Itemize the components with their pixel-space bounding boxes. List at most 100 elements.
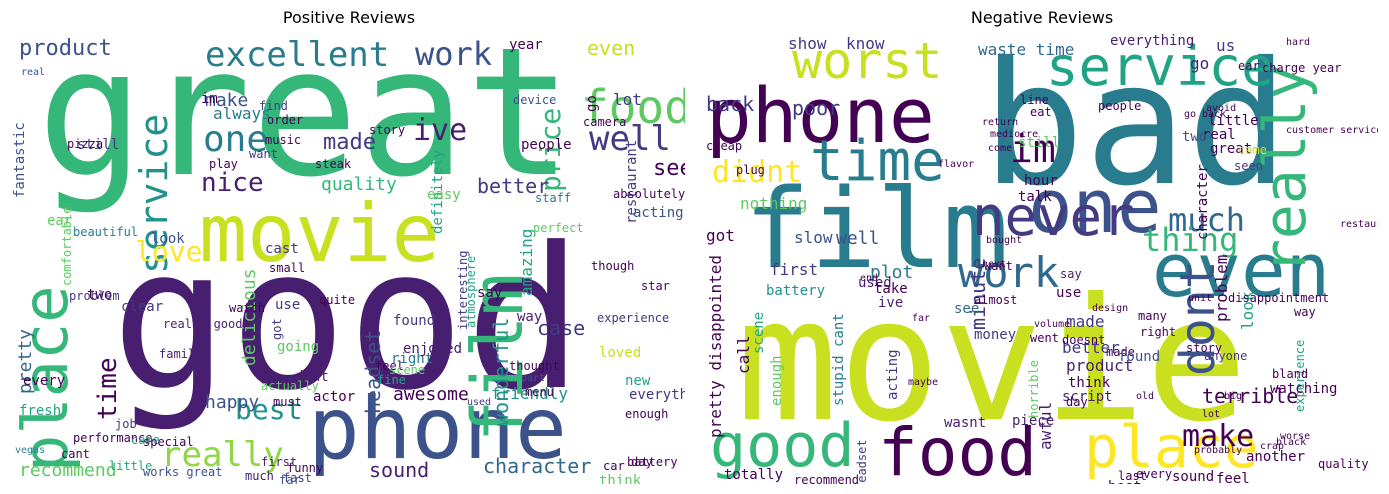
cloud-word: know — [846, 34, 885, 53]
cloud-word: recommend — [19, 460, 117, 481]
cloud-word: anyone — [1204, 349, 1248, 363]
cloud-word: easy — [427, 187, 461, 203]
cloud-word: day — [1066, 395, 1088, 409]
cloud-word: nothing — [740, 194, 808, 213]
cloud-word: thought — [509, 359, 560, 373]
cloud-word: funny — [287, 461, 324, 475]
negative-word-cloud: bad movie phone film worst service one t… — [706, 34, 1378, 484]
cloud-word: cheap — [706, 139, 743, 153]
cloud-word: wonderful — [489, 317, 513, 426]
cloud-word: think — [1068, 375, 1111, 391]
cloud-word: use — [275, 297, 301, 313]
cloud-word: time — [93, 357, 123, 420]
cloud-word: really good — [163, 317, 243, 331]
cloud-word: enjoyed — [403, 341, 463, 357]
cloud-word: feel — [375, 359, 404, 373]
cloud-word: always — [213, 104, 271, 123]
cloud-word: wasnt — [944, 415, 987, 431]
cloud-word: call — [734, 335, 753, 374]
cloud-word: enough — [769, 355, 785, 406]
cloud-word: sound — [369, 458, 430, 482]
cloud-word: im — [201, 91, 218, 107]
cloud-word: crap — [1260, 441, 1285, 452]
cloud-word: acting — [885, 349, 901, 400]
cloud-word: never — [972, 185, 1135, 248]
cloud-word: restaurant — [1340, 219, 1378, 230]
cloud-word: everything — [1110, 34, 1195, 49]
cloud-word: really — [161, 435, 284, 475]
cloud-word: enough — [625, 407, 669, 421]
cloud-word: going — [277, 339, 320, 355]
cloud-word: big — [1224, 391, 1243, 402]
cloud-word: atmosphere — [464, 255, 478, 328]
cloud-word: vegas — [15, 445, 46, 456]
cloud-word: good — [111, 206, 584, 434]
cloud-word: problem — [1212, 254, 1231, 322]
cloud-word: work — [958, 248, 1060, 297]
cloud-word: take — [874, 281, 908, 297]
cloud-word: delicious — [239, 268, 260, 366]
cloud-word: phone — [706, 71, 935, 160]
cloud-word: people — [521, 137, 572, 153]
cloud-word: cant — [61, 447, 90, 461]
cloud-word: happy — [205, 392, 260, 413]
cloud-word: scene — [389, 363, 426, 377]
cloud-word: special — [143, 435, 194, 449]
cloud-word: phone — [308, 379, 567, 479]
cloud-word: much — [245, 469, 274, 483]
cloud-word: best — [1108, 480, 1142, 484]
cloud-word: film — [744, 165, 1009, 293]
cloud-word: customer service — [1286, 125, 1378, 136]
cloud-word: im — [1010, 127, 1056, 171]
cloud-word: product — [1066, 356, 1134, 375]
cloud-word: play — [209, 157, 238, 171]
cloud-word: hour — [1024, 173, 1058, 189]
cloud-word: even — [587, 36, 636, 60]
cloud-word: order — [267, 113, 304, 127]
cloud-word: works great — [143, 465, 223, 479]
cloud-word: camera — [583, 115, 627, 129]
cloud-word: bad — [982, 34, 1290, 224]
cloud-word: way — [517, 309, 543, 325]
cloud-word: make — [205, 90, 249, 111]
cloud-word: lot — [613, 90, 642, 109]
cloud-word: design — [1092, 303, 1129, 314]
cloud-word: show — [788, 34, 827, 53]
cloud-word: got — [706, 226, 735, 245]
cloud-word: car — [603, 459, 625, 473]
cloud-word: fresh — [19, 403, 62, 419]
cloud-word: used — [467, 397, 492, 408]
cloud-word: quite — [319, 293, 356, 307]
cloud-word: food — [581, 80, 685, 134]
cloud-word: volume — [1034, 319, 1071, 330]
cloud-word: problem — [69, 289, 120, 303]
cloud-word: still — [77, 137, 120, 153]
cloud-word: doesnt — [1062, 333, 1106, 347]
cloud-word: little — [109, 459, 153, 473]
cloud-word: want — [249, 147, 278, 161]
cloud-word: use — [1056, 285, 1082, 301]
cloud-word: sound — [1172, 469, 1215, 484]
cloud-word: friendly — [491, 384, 569, 403]
cloud-word: see — [653, 156, 685, 181]
cloud-word: eat — [1030, 105, 1052, 119]
cloud-word: quality — [1318, 457, 1369, 471]
cloud-word: though — [591, 259, 635, 273]
cloud-word: ive — [878, 295, 904, 311]
cloud-word: lot — [1202, 409, 1221, 420]
cloud-word: line — [1020, 93, 1049, 107]
cloud-word: battery — [766, 283, 826, 299]
cloud-word: two — [87, 287, 113, 303]
cloud-word: far — [912, 313, 931, 324]
cloud-word: script — [1062, 389, 1113, 405]
cloud-word: quality — [321, 174, 397, 195]
cloud-word: made — [1106, 345, 1135, 359]
cloud-word: character — [483, 454, 592, 478]
cloud-word: many — [1138, 309, 1167, 323]
cloud-word: want — [984, 259, 1013, 273]
cloud-word: old — [1136, 391, 1155, 402]
cloud-word: got — [270, 318, 284, 340]
cloud-word: well — [836, 228, 880, 249]
cloud-word: maybe — [908, 377, 939, 388]
positive-cloud-title: Positive Reviews — [282, 8, 416, 27]
